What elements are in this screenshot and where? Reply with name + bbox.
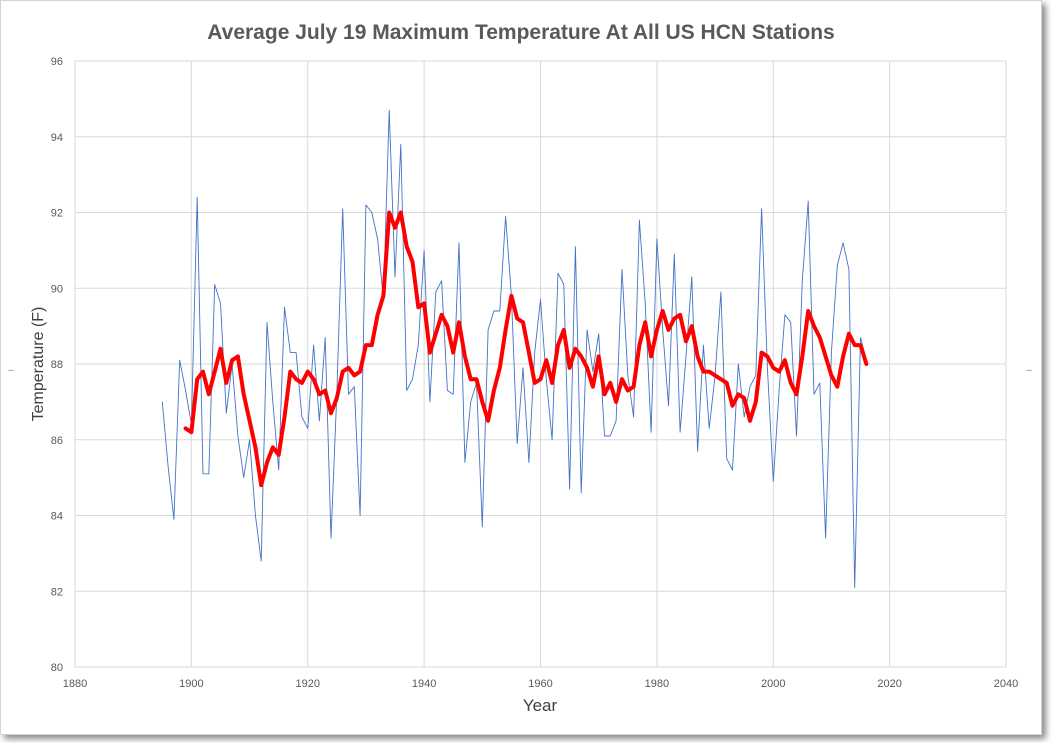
x-tick-label: 1960 <box>528 678 552 690</box>
y-tick-label: 80 <box>51 662 63 674</box>
x-tick-label: 1880 <box>63 678 87 690</box>
y-tick-label: 94 <box>51 132 63 144</box>
x-tick-label: 1980 <box>645 678 669 690</box>
x-axis-title: Year <box>523 696 558 715</box>
x-tick-label: 1940 <box>412 678 436 690</box>
x-axis-ticks: 1880 1900 1920 1940 1960 1980 2000 2020 2040 <box>63 678 1018 690</box>
x-tick-label: 2040 <box>994 678 1018 690</box>
x-tick-label: 1920 <box>296 678 320 690</box>
chart-title: Average July 19 Maximum Temperature At A… <box>207 21 834 44</box>
y-axis-ticks: 80 82 84 86 88 90 92 94 96 <box>51 56 63 674</box>
y-tick-label: 82 <box>51 586 63 598</box>
left-edge-mark: – <box>8 365 14 376</box>
line-chart: Average July 19 Maximum Temperature At A… <box>8 21 1032 715</box>
y-tick-label: 86 <box>51 435 63 447</box>
y-axis-title: Temperature (F) <box>30 307 47 422</box>
smoothed-series-line <box>183 210 869 488</box>
x-tick-label: 2020 <box>877 678 901 690</box>
x-tick-label: 2000 <box>761 678 785 690</box>
chart-frame: Average July 19 Maximum Temperature At A… <box>0 0 1042 735</box>
y-tick-label: 84 <box>51 511 63 523</box>
series-lines <box>161 109 869 588</box>
right-edge-mark: – <box>1026 365 1032 376</box>
y-tick-label: 92 <box>51 208 63 220</box>
gridlines <box>74 60 1007 668</box>
y-tick-label: 96 <box>51 56 63 68</box>
y-tick-label: 88 <box>51 359 63 371</box>
y-tick-label: 90 <box>51 283 63 295</box>
x-tick-label: 1900 <box>179 678 203 690</box>
